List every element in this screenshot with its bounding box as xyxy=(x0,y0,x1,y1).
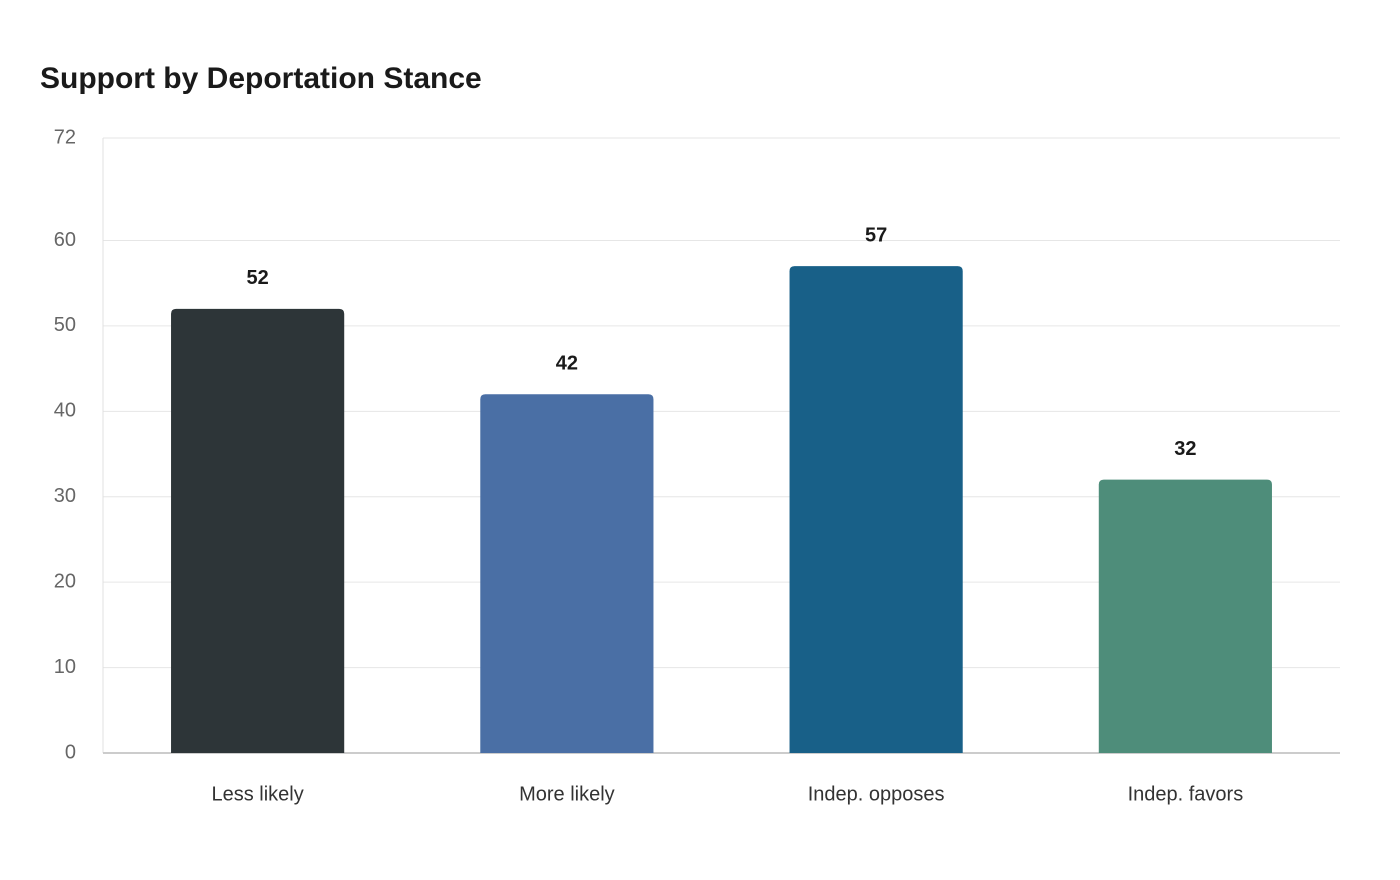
x-tick-label: Indep. opposes xyxy=(808,783,945,805)
x-tick-label: Indep. favors xyxy=(1128,783,1244,805)
y-tick-label: 30 xyxy=(54,485,76,507)
y-tick-label: 10 xyxy=(54,656,76,678)
y-tick-label: 0 xyxy=(65,741,76,763)
y-tick-label: 40 xyxy=(54,400,76,422)
y-tick-label: 60 xyxy=(54,229,76,251)
data-label: 42 xyxy=(556,353,578,375)
y-tick-label: 72 xyxy=(54,126,76,148)
data-label: 32 xyxy=(1174,438,1196,460)
y-tick-label: 20 xyxy=(54,570,76,592)
data-label: 52 xyxy=(247,267,269,289)
y-tick-label: 50 xyxy=(54,314,76,336)
x-tick-label: Less likely xyxy=(211,783,303,805)
bar xyxy=(789,266,963,753)
x-tick-label: More likely xyxy=(519,783,615,805)
chart-title: Support by Deportation Stance xyxy=(40,62,482,95)
data-label: 57 xyxy=(865,224,887,246)
bar xyxy=(480,394,654,753)
bar xyxy=(171,308,345,753)
bar xyxy=(1098,479,1272,753)
